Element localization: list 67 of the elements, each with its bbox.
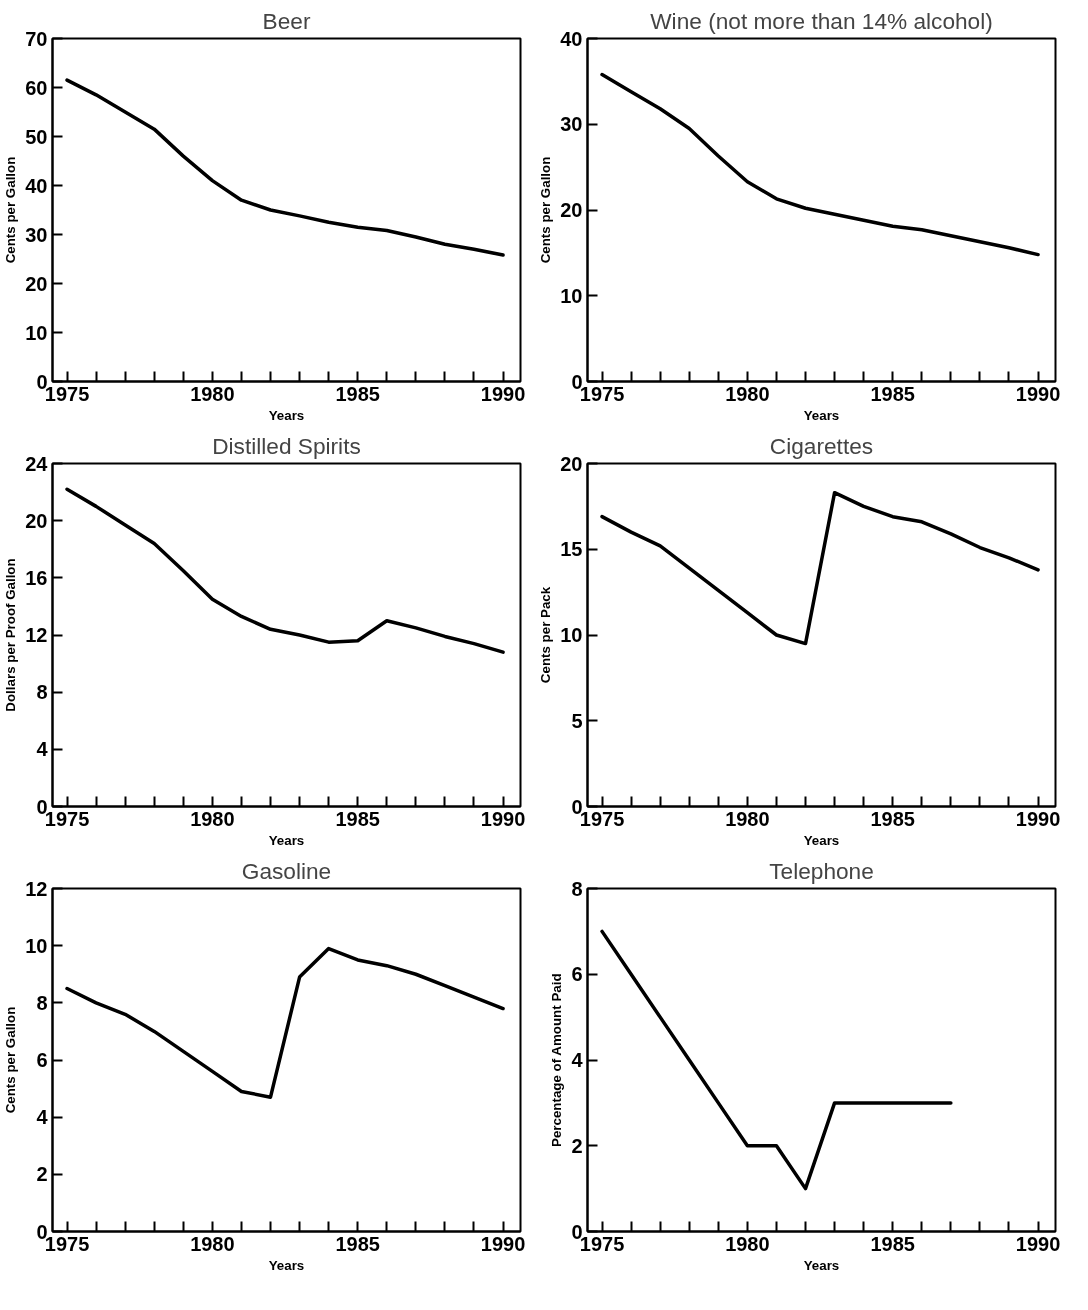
- y-tick-label: 30: [25, 223, 48, 246]
- y-tick-label: 20: [25, 509, 48, 532]
- x-tick-label: 1980: [190, 807, 235, 830]
- y-tick-label: 12: [25, 877, 48, 900]
- x-tick-label: 1985: [870, 1232, 915, 1255]
- y-tick-label: 12: [25, 624, 48, 646]
- x-axis-title: Years: [803, 1257, 840, 1273]
- y-axis-title: Cents per Gallon: [3, 156, 19, 264]
- x-tick-label: 1985: [870, 382, 915, 405]
- y-tick-label: 70: [25, 27, 48, 50]
- chart-title: Gasoline: [241, 857, 332, 884]
- x-tick-label: 1985: [335, 1232, 380, 1255]
- y-tick-label: 6: [36, 1049, 48, 1071]
- y-tick-label: 60: [25, 76, 48, 99]
- y-tick-label: 4: [571, 1049, 584, 1071]
- x-tick-label: 1985: [335, 382, 380, 405]
- x-tick-label: 1980: [725, 807, 770, 830]
- y-axis-title: Percentage of Amount Paid: [549, 973, 565, 1148]
- y-tick-label: 15: [560, 538, 583, 561]
- y-tick-label: 8: [571, 877, 583, 900]
- chart-title: Distilled Spirits: [212, 432, 361, 459]
- y-tick-label: 20: [25, 272, 48, 295]
- x-tick-label: 1980: [190, 382, 235, 405]
- y-tick-label: 40: [25, 174, 48, 197]
- y-tick-label: 16: [25, 566, 48, 589]
- x-tick-label: 1980: [725, 382, 770, 405]
- y-tick-label: 2: [571, 1134, 583, 1157]
- x-tick-label: 1990: [1015, 807, 1061, 830]
- x-tick-label: 1990: [1015, 382, 1061, 405]
- x-tick-label: 1990: [1015, 1232, 1061, 1255]
- x-tick-label: 1980: [190, 1232, 235, 1255]
- y-axis-title: Dollars per Proof Gallon: [3, 558, 19, 712]
- x-tick-label: 1990: [480, 1232, 526, 1255]
- x-tick-label: 1980: [725, 1232, 770, 1255]
- y-tick-label: 4: [36, 1106, 49, 1129]
- y-tick-label: 50: [25, 125, 48, 148]
- y-axis-title: Cents per Gallon: [3, 1006, 19, 1114]
- x-tick-label: 1985: [870, 807, 915, 830]
- chart-title: Cigarettes: [769, 432, 874, 459]
- x-tick-label: 1990: [480, 382, 526, 405]
- y-tick-label: 20: [560, 452, 583, 475]
- chart-title: Wine (not more than 14% alcohol): [650, 7, 993, 34]
- y-axis-title: Cents per Gallon: [538, 156, 554, 264]
- y-tick-label: 4: [36, 738, 49, 761]
- y-tick-label: 10: [25, 934, 48, 957]
- x-axis-title: Years: [268, 1257, 305, 1273]
- y-tick-label: 5: [571, 709, 583, 732]
- x-tick-label: 1985: [335, 807, 380, 830]
- x-tick-label: 1990: [480, 807, 526, 830]
- chart-title: Beer: [262, 7, 311, 34]
- x-axis-title: Years: [268, 407, 305, 423]
- y-tick-label: 6: [571, 963, 583, 986]
- x-axis-title: Years: [268, 832, 305, 848]
- y-tick-label: 8: [36, 991, 48, 1014]
- y-tick-label: 10: [560, 284, 583, 307]
- y-tick-label: 2: [36, 1163, 48, 1186]
- y-tick-label: 24: [25, 452, 49, 475]
- y-tick-label: 40: [560, 27, 583, 50]
- y-tick-label: 20: [560, 199, 583, 221]
- chart-title: Telephone: [769, 857, 874, 884]
- y-tick-label: 10: [560, 624, 583, 646]
- x-axis-title: Years: [803, 832, 840, 848]
- y-tick-label: 10: [25, 321, 48, 344]
- y-axis-title: Cents per Pack: [538, 586, 554, 684]
- x-axis-title: Years: [803, 407, 840, 423]
- y-tick-label: 30: [560, 113, 583, 136]
- y-tick-label: 8: [36, 681, 48, 704]
